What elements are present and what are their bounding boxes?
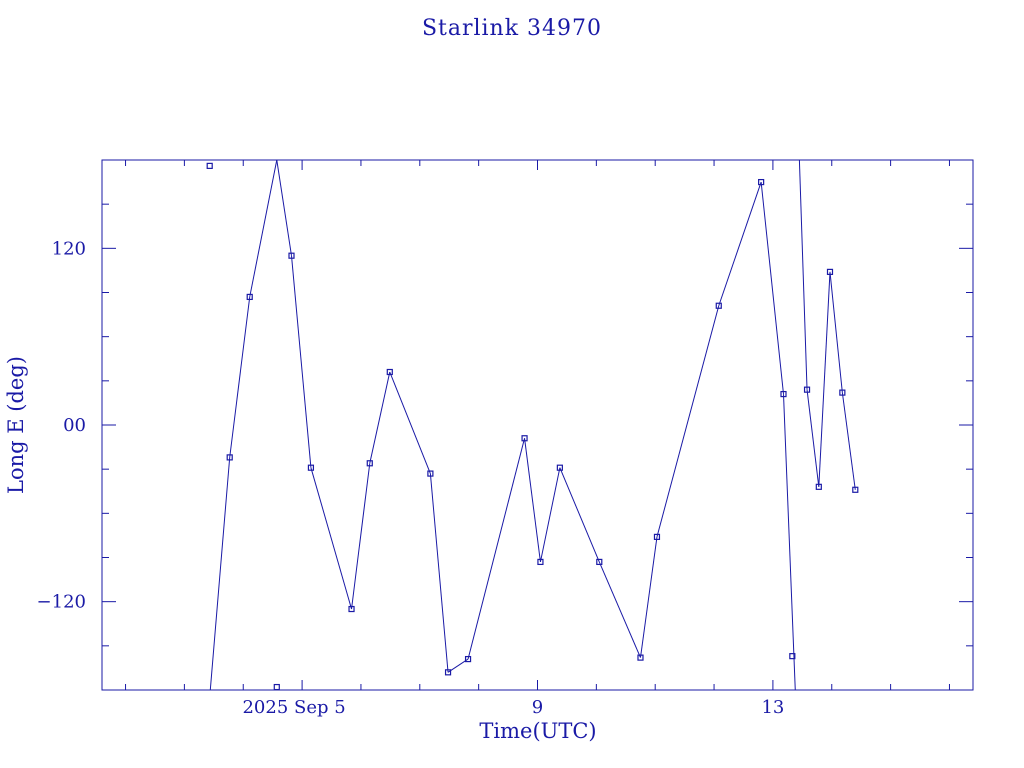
data-point [803, 386, 811, 393]
series-line-segment [276, 160, 292, 256]
data-point [348, 605, 355, 613]
data-point [537, 558, 544, 566]
data-point [273, 683, 280, 691]
y-tick-label: 00 [63, 415, 86, 436]
series-line-segment [249, 160, 278, 298]
data-point [637, 654, 644, 661]
series-line-segment [467, 438, 526, 660]
data-point [596, 558, 603, 566]
series-line-segment [310, 467, 353, 610]
data-point [815, 483, 822, 490]
y-tick-label: 120 [52, 238, 86, 259]
data-point [715, 302, 722, 309]
data-point [839, 389, 846, 396]
data-point [386, 368, 393, 376]
data-point [444, 669, 452, 676]
data-point [307, 464, 315, 471]
series-line-segment [429, 473, 449, 673]
y-axis-label: Long E (deg) [4, 356, 28, 494]
series-line-segment [798, 160, 808, 390]
series-line-segment [447, 658, 469, 673]
series-line-segment [524, 438, 541, 562]
series-line-segment [598, 561, 641, 658]
data-point [758, 178, 765, 186]
series-line-segment [639, 536, 658, 658]
x-axis-label: Time(UTC) [479, 719, 597, 743]
data-point [556, 464, 563, 471]
series-line-segment [229, 296, 251, 458]
data-point [464, 655, 472, 663]
series-line-segment [818, 271, 831, 487]
series-line-segment [389, 371, 431, 474]
data-point [826, 268, 834, 275]
data-point [288, 252, 295, 259]
data-point [780, 390, 787, 398]
data-point [653, 533, 661, 540]
data-point [789, 653, 796, 660]
data-point [206, 162, 213, 169]
y-tick-label: −120 [37, 592, 86, 613]
series-line-segment [656, 305, 720, 538]
plot-frame [101, 159, 974, 691]
series-line-segment [209, 457, 231, 690]
series-line-segment [539, 467, 561, 563]
series-line-segment [559, 467, 600, 563]
data-point [852, 486, 859, 493]
series-line-segment [369, 371, 391, 464]
series-line-segment [760, 182, 784, 395]
chart-title: Starlink 34970 [421, 16, 603, 41]
data-point [427, 470, 434, 477]
data-point [521, 435, 528, 442]
series-line-segment [782, 394, 796, 690]
series-line-segment [351, 463, 371, 610]
series-line-segment [806, 389, 820, 487]
series-line-segment [829, 271, 843, 393]
x-tick-label: 13 [761, 697, 784, 718]
x-tick-label: 2025 Sep 5 [242, 697, 345, 718]
data-point [246, 293, 253, 301]
series-line-segment [841, 392, 856, 490]
data-point [366, 460, 373, 467]
data-point [226, 454, 233, 461]
series-line-segment [718, 181, 762, 306]
x-tick-label: 9 [532, 697, 543, 718]
series-line-segment [291, 255, 312, 468]
